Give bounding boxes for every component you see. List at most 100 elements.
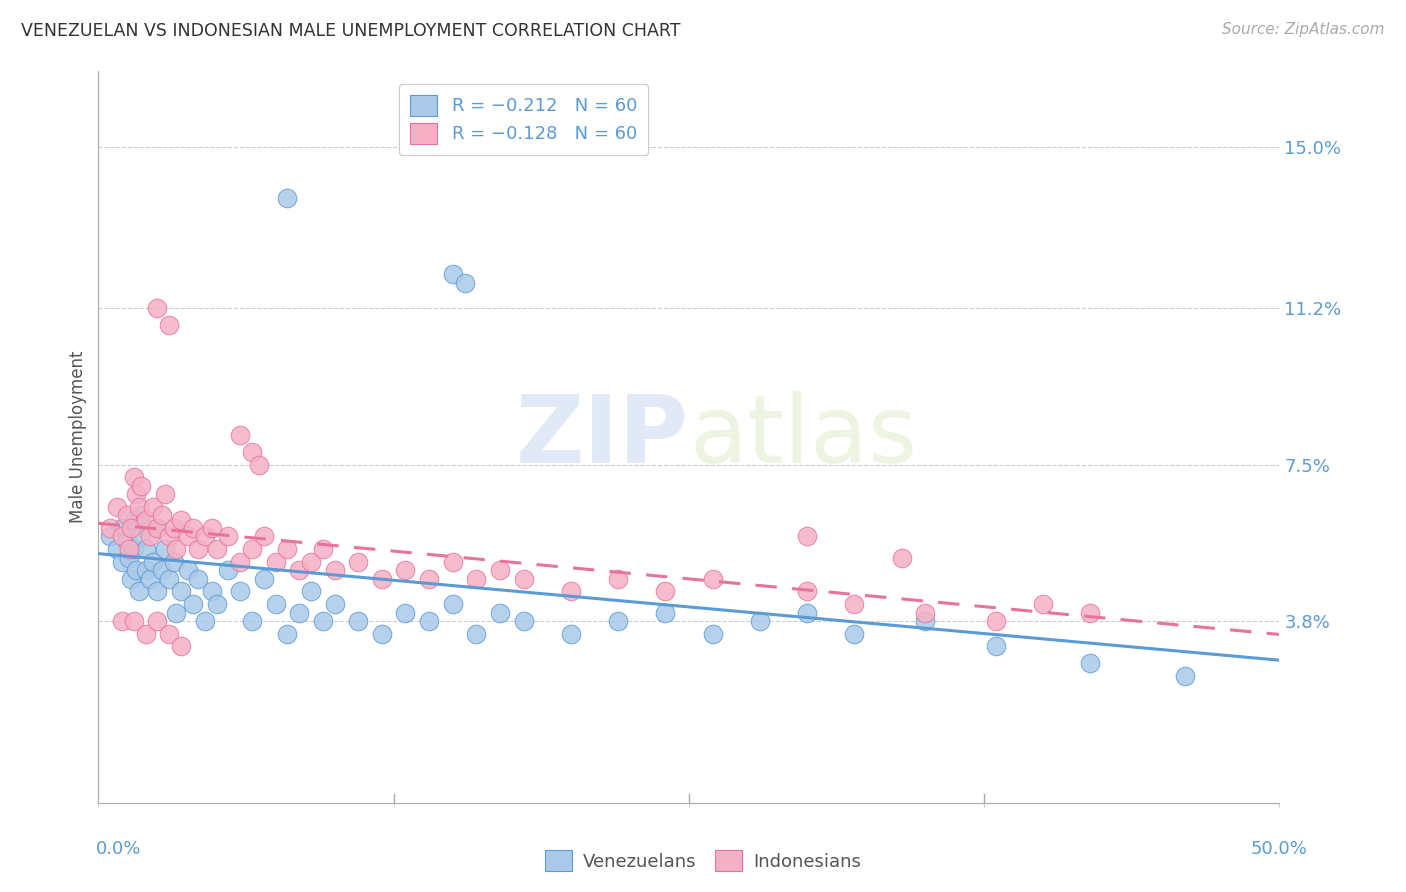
Point: [201, 521, 224, 535]
Point: [111, 614, 134, 628]
Point: [796, 584, 818, 599]
Point: [276, 542, 298, 557]
Point: [129, 508, 152, 523]
Point: [264, 597, 287, 611]
Point: [177, 529, 200, 543]
Point: [465, 572, 488, 586]
Point: [135, 512, 157, 526]
Point: [347, 555, 370, 569]
Point: [217, 529, 239, 543]
Point: [177, 563, 200, 577]
Point: [299, 555, 322, 569]
Point: [654, 606, 676, 620]
Point: [170, 584, 193, 599]
Point: [1174, 669, 1197, 683]
Point: [194, 529, 217, 543]
Point: [702, 626, 724, 640]
Point: [796, 606, 818, 620]
Point: [157, 318, 180, 332]
Point: [157, 626, 180, 640]
Point: [163, 521, 186, 535]
Point: [201, 584, 224, 599]
Point: [170, 512, 193, 526]
Point: [187, 572, 209, 586]
Point: [984, 640, 1007, 654]
Point: [607, 572, 630, 586]
Point: [128, 500, 150, 514]
Point: [844, 626, 866, 640]
Point: [288, 563, 311, 577]
Point: [139, 529, 162, 543]
Point: [121, 521, 143, 535]
Point: [135, 542, 157, 557]
Point: [187, 542, 209, 557]
Point: [163, 555, 186, 569]
Point: [1032, 597, 1054, 611]
Point: [371, 626, 394, 640]
Text: atlas: atlas: [689, 391, 917, 483]
Legend: R = −0.212   N = 60, R = −0.128   N = 60: R = −0.212 N = 60, R = −0.128 N = 60: [399, 84, 648, 154]
Point: [142, 555, 165, 569]
Point: [229, 555, 252, 569]
Point: [984, 614, 1007, 628]
Point: [512, 572, 534, 586]
Point: [170, 640, 193, 654]
Point: [276, 626, 298, 640]
Point: [205, 542, 228, 557]
Point: [394, 606, 416, 620]
Point: [914, 606, 936, 620]
Point: [146, 521, 169, 535]
Point: [194, 614, 217, 628]
Point: [146, 584, 169, 599]
Point: [312, 614, 335, 628]
Point: [111, 529, 134, 543]
Point: [371, 572, 394, 586]
Point: [98, 521, 121, 535]
Point: [122, 614, 145, 628]
Point: [150, 563, 173, 577]
Text: Source: ZipAtlas.com: Source: ZipAtlas.com: [1222, 22, 1385, 37]
Point: [122, 542, 145, 557]
Point: [165, 542, 187, 557]
Point: [489, 563, 512, 577]
Point: [323, 597, 346, 611]
Point: [205, 597, 228, 611]
Point: [748, 614, 770, 628]
Point: [702, 572, 724, 586]
Text: 50.0%: 50.0%: [1251, 840, 1308, 858]
Point: [146, 614, 169, 628]
Point: [890, 550, 912, 565]
Point: [654, 584, 676, 599]
Text: 0.0%: 0.0%: [96, 840, 141, 858]
Point: [240, 542, 263, 557]
Point: [129, 529, 152, 543]
Point: [111, 555, 134, 569]
Point: [560, 626, 582, 640]
Point: [122, 512, 145, 526]
Point: [1080, 657, 1102, 671]
Point: [441, 597, 464, 611]
Point: [418, 614, 440, 628]
Point: [441, 555, 464, 569]
Point: [323, 563, 346, 577]
Point: [125, 563, 148, 577]
Text: ZIP: ZIP: [516, 391, 689, 483]
Point: [165, 606, 187, 620]
Point: [157, 572, 180, 586]
Y-axis label: Male Unemployment: Male Unemployment: [69, 351, 87, 524]
Point: [111, 521, 134, 535]
Point: [312, 542, 335, 557]
Point: [247, 458, 270, 472]
Point: [105, 500, 128, 514]
Point: [153, 487, 176, 501]
Point: [150, 508, 173, 523]
Point: [512, 614, 534, 628]
Point: [181, 597, 204, 611]
Point: [796, 529, 818, 543]
Point: [122, 470, 145, 484]
Point: [157, 529, 180, 543]
Text: VENEZUELAN VS INDONESIAN MALE UNEMPLOYMENT CORRELATION CHART: VENEZUELAN VS INDONESIAN MALE UNEMPLOYME…: [21, 22, 681, 40]
Point: [118, 550, 141, 565]
Point: [276, 191, 298, 205]
Point: [229, 584, 252, 599]
